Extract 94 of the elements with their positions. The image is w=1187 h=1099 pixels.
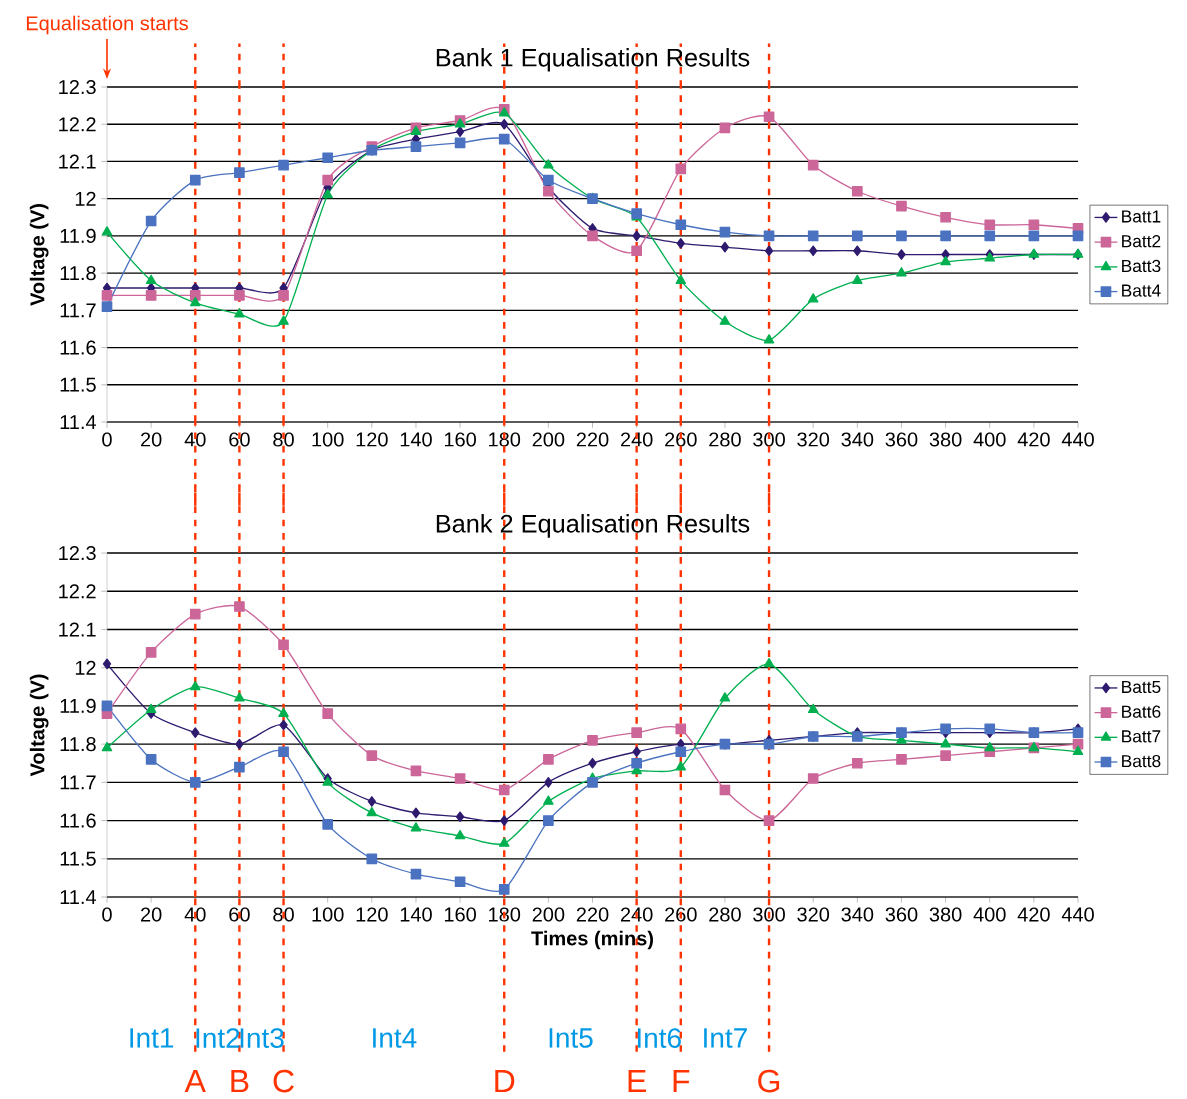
text: Int5 [549, 1028, 593, 1048]
x-tick-label: 260 [665, 432, 697, 447]
x-tick-label: 220 [576, 907, 609, 922]
x-tick-label: 400 [973, 907, 1006, 922]
x-tick-label: 40 [184, 432, 206, 447]
x-tick-label: 440 [1061, 907, 1094, 922]
y-tick-label: 12 [75, 191, 96, 206]
y-tick-label: 12.2 [59, 117, 96, 132]
x-tick-label: 380 [929, 907, 962, 922]
x-tick-label: 60 [229, 907, 250, 922]
x-tick-label: 0 [102, 432, 112, 447]
y-tick-label: 12.2 [59, 584, 96, 599]
x-axis-title: Times (mins) [531, 930, 653, 950]
x-tick-label: 0 [102, 907, 112, 922]
y-tick-label: 12.3 [59, 545, 96, 561]
x-tick-label: 100 [312, 907, 344, 922]
x-tick-label: 280 [709, 907, 741, 922]
ref-line-label: G [758, 1069, 780, 1093]
x-tick-label: 300 [753, 432, 785, 447]
x-tick-label: 20 [141, 432, 162, 447]
legend-label: Batt7 [1122, 730, 1161, 743]
legend-label: Batt5 [1122, 681, 1161, 694]
text: Int4 [373, 1028, 417, 1048]
x-tick-label: 280 [709, 432, 741, 447]
ref-line-label: E [628, 1070, 646, 1093]
x-tick-label: 400 [973, 432, 1006, 447]
y-tick-label: 11.6 [60, 340, 96, 355]
legend-label: Batt1 [1122, 210, 1161, 223]
text: Int6 [637, 1028, 681, 1048]
y-tick-label: 11.7 [60, 775, 96, 790]
y-tick-label: 11.8 [60, 737, 96, 752]
legend-label: Batt4 [1122, 284, 1161, 297]
x-tick-label: 360 [885, 907, 918, 922]
legend-label: Batt3 [1122, 259, 1161, 273]
ref-line-label: B [231, 1070, 249, 1093]
x-tick-label: 440 [1061, 432, 1094, 447]
x-tick-label: 240 [620, 432, 653, 447]
y-tick-label: 11.9 [60, 228, 96, 243]
y-tick-label: 11.5 [60, 851, 96, 866]
x-tick-label: 20 [141, 907, 162, 922]
y-tick-label: 11.6 [60, 813, 96, 828]
x-tick-label: 240 [620, 907, 653, 922]
x-tick-label: 140 [400, 907, 432, 922]
x-tick-label: 220 [576, 432, 609, 447]
ref-line-label: D [495, 1070, 515, 1093]
x-tick-label: 300 [753, 907, 785, 922]
x-tick-label: 120 [356, 432, 388, 447]
y-tick-label: 11.4 [60, 415, 97, 429]
x-tick-label: 200 [532, 907, 565, 922]
x-tick-label: 80 [273, 907, 294, 922]
y-tick-label: 11.7 [60, 303, 96, 318]
text: Int1 [130, 1028, 174, 1048]
chart-title: Bank 2 Equalisation Results [436, 514, 750, 538]
text: Int2 [196, 1028, 240, 1048]
ref-line-label: F [673, 1070, 690, 1093]
x-tick-label: 320 [797, 907, 830, 922]
y-tick-label: 12.1 [59, 154, 96, 169]
x-tick-label: 40 [184, 907, 206, 922]
ref-line-label: C [273, 1069, 294, 1093]
y-tick-label: 12 [75, 660, 96, 675]
y-axis-title: Voltage (V) [29, 674, 49, 777]
x-tick-label: 100 [312, 432, 344, 447]
y-tick-label: 12.1 [59, 622, 96, 637]
chart-title: Bank 1 Equalisation Results [436, 48, 750, 72]
y-tick-label: 11.5 [60, 377, 96, 392]
x-tick-label: 420 [1017, 432, 1050, 447]
x-tick-label: 340 [841, 432, 874, 447]
y-tick-label: 11.8 [60, 266, 96, 281]
text: Equalisation starts [26, 15, 188, 35]
x-tick-label: 200 [532, 432, 565, 447]
legend-label: Batt8 [1122, 754, 1161, 768]
y-tick-label: 12.3 [59, 79, 96, 95]
x-tick-label: 340 [841, 907, 874, 922]
ref-line-label: A [184, 1070, 206, 1093]
text: Int3 [240, 1028, 284, 1048]
x-tick-label: 420 [1017, 907, 1050, 922]
x-tick-label: 180 [489, 432, 521, 447]
x-tick-label: 60 [229, 432, 250, 447]
x-tick-label: 380 [929, 432, 962, 447]
y-tick-label: 11.9 [60, 698, 96, 713]
x-tick-label: 120 [356, 907, 388, 922]
x-tick-label: 80 [273, 432, 294, 447]
legend-label: Batt6 [1122, 705, 1161, 718]
x-tick-label: 160 [444, 907, 476, 922]
x-tick-label: 260 [665, 907, 697, 922]
y-axis-title: Voltage (V) [29, 204, 49, 306]
x-tick-label: 360 [885, 432, 918, 447]
x-tick-label: 160 [444, 432, 476, 447]
x-tick-label: 180 [489, 907, 521, 922]
x-tick-label: 320 [797, 432, 830, 447]
text: Int7 [704, 1028, 747, 1048]
y-tick-label: 11.4 [60, 890, 97, 904]
x-tick-label: 140 [400, 432, 432, 447]
legend-label: Batt2 [1122, 235, 1161, 248]
